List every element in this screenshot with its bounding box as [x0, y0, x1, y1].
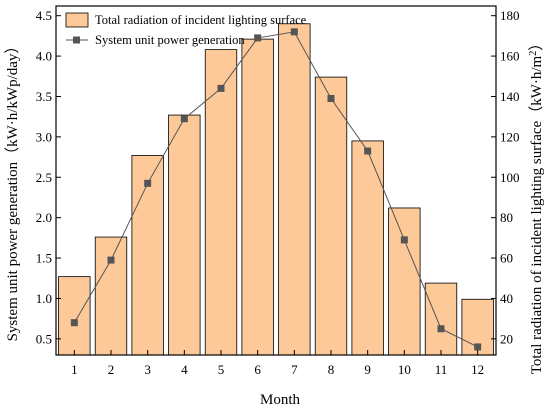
- x-tick-label: 11: [435, 362, 448, 377]
- marker-month-11: [437, 325, 445, 333]
- right-tick-label: 180: [500, 8, 520, 23]
- x-tick-label: 6: [254, 362, 261, 377]
- markers-layer: [70, 28, 482, 351]
- x-tick-label: 4: [181, 362, 188, 377]
- right-tick-label: 160: [500, 49, 520, 64]
- marker-month-5: [217, 84, 225, 92]
- bar-month-10: [388, 207, 421, 356]
- legend-bar-label: Total radiation of incident lighting sur…: [95, 13, 307, 27]
- x-tick-label: 9: [364, 362, 371, 377]
- left-tick-label: 0.5: [36, 331, 52, 346]
- x-tick-label: 3: [144, 362, 151, 377]
- legend-line-label: System unit power generation: [95, 33, 245, 47]
- legend: Total radiation of incident lighting sur…: [65, 12, 307, 47]
- right-axis-title-close: ）: [528, 36, 545, 51]
- right-tick-label: 100: [500, 170, 520, 185]
- bar-month-8: [314, 76, 348, 356]
- right-axis-title-main: Total radiation of incident lighting sur…: [528, 55, 545, 374]
- left-tick-label: 1.5: [36, 251, 52, 266]
- marker-month-4: [180, 115, 188, 123]
- right-tick-label: 120: [500, 129, 520, 144]
- left-tick-label: 3.0: [36, 129, 52, 144]
- marker-month-1: [70, 319, 78, 327]
- right-axis-title: Total radiation of incident lighting sur…: [528, 36, 545, 374]
- right-tick-label: 80: [500, 210, 513, 225]
- right-tick-label: 140: [500, 89, 520, 104]
- left-tick-label: 4.5: [36, 8, 52, 23]
- marker-month-2: [107, 256, 115, 264]
- x-tick-label: 12: [471, 362, 484, 377]
- left-axis-ticks: 0.5 1.0 1.5 2.0 2.5 3.0 3.5 4.0 4.5: [36, 8, 61, 346]
- left-tick-label: 2.0: [36, 210, 52, 225]
- bar-month-7: [278, 23, 311, 356]
- power-generation-line: [73, 31, 478, 348]
- marker-month-8: [327, 95, 335, 103]
- bar-month-4: [168, 114, 201, 356]
- left-axis-title: System unit power generation（kW·h/kWp/da…: [4, 39, 21, 342]
- marker-month-10: [400, 236, 408, 244]
- legend-line-marker: [73, 36, 80, 44]
- x-tick-label: 7: [291, 362, 298, 377]
- bars-layer: [58, 23, 494, 356]
- plot-frame: [55, 5, 497, 356]
- x-tick-label: 5: [218, 362, 225, 377]
- marker-month-12: [474, 343, 482, 351]
- bar-month-9: [351, 140, 384, 356]
- right-tick-label: 20: [500, 331, 513, 346]
- x-tick-label: 10: [398, 362, 411, 377]
- x-axis-ticks: 1 2 3 4 5 6 7 8 9 10 11 12: [71, 350, 484, 377]
- left-tick-label: 2.5: [36, 170, 52, 185]
- left-tick-label: 3.5: [36, 89, 52, 104]
- marker-month-7: [290, 28, 298, 36]
- bar-month-5: [204, 49, 238, 356]
- legend-bar-swatch: [65, 12, 89, 28]
- bar-month-11: [424, 282, 458, 356]
- left-tick-label: 1.0: [36, 291, 52, 306]
- right-tick-label: 40: [500, 291, 513, 306]
- bar-month-1: [58, 276, 91, 356]
- bar-month-3: [131, 155, 164, 356]
- left-tick-label: 4.0: [36, 49, 52, 64]
- right-axis-title-sup: 2: [528, 51, 539, 56]
- marker-month-9: [364, 147, 372, 155]
- x-tick-label: 1: [71, 362, 78, 377]
- x-axis-title: Month: [260, 392, 301, 408]
- marker-month-6: [254, 34, 262, 42]
- right-tick-label: 60: [500, 251, 513, 266]
- bar-month-6: [241, 38, 274, 356]
- bar-month-2: [94, 236, 128, 356]
- right-axis-ticks: 20 40 60 80 100 120 140 160 180: [491, 8, 520, 346]
- x-tick-label: 8: [328, 362, 335, 377]
- x-tick-label: 2: [108, 362, 115, 377]
- marker-month-3: [144, 179, 152, 187]
